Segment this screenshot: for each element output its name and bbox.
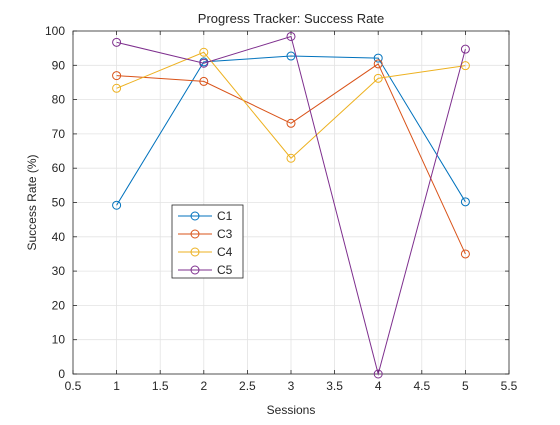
x-tick-label: 4.5 [413,379,430,393]
series-line [116,63,466,255]
data-point [286,153,296,163]
data-point [286,31,296,41]
legend-box [171,204,244,279]
x-tick-label: 2.5 [239,379,256,393]
legend-item-c4: C4 [178,245,233,259]
data-point [199,47,209,57]
y-tick-label: 80 [52,93,66,107]
series-c3 [112,59,470,259]
y-axis-ticks: 0 10 20 30 40 50 60 70 80 90 100 [45,24,509,381]
x-tick-label: 0.5 [65,379,82,393]
data-point [112,83,122,93]
data-point [112,71,122,81]
series-line [116,51,466,159]
legend-item-c1: C1 [178,209,233,223]
data-point [112,37,122,47]
data-point [460,197,470,207]
legend-label: C1 [217,209,233,223]
y-tick-label: 40 [52,230,66,244]
y-tick-label: 10 [52,333,66,347]
data-point [286,118,296,128]
x-axis-ticks: 0.5 1 1.5 2 2.5 3 3.5 4 4.5 5 5.5 [65,31,518,393]
legend-label: C5 [217,263,233,277]
legend: C1 C3 C4 C5 [171,204,244,279]
legend-label: C4 [217,245,233,259]
legend-marker [190,247,200,257]
legend-item-c5: C5 [178,263,233,277]
y-tick-label: 60 [52,161,66,175]
series-c4 [112,47,470,163]
y-tick-label: 50 [52,196,66,210]
x-tick-label: 1.5 [152,379,169,393]
series-c5 [112,31,470,379]
series-line [116,35,466,376]
series-line [116,55,466,206]
x-tick-label: 5.5 [501,379,518,393]
y-axis-title: Success Rate (%) [25,154,39,250]
x-tick-label: 5 [462,379,469,393]
grid [73,31,509,374]
data-point [373,59,383,69]
x-tick-label: 2 [200,379,207,393]
y-tick-label: 30 [52,264,66,278]
legend-marker [190,265,200,275]
y-tick-label: 90 [52,58,66,72]
y-tick-label: 0 [58,367,65,381]
data-point [112,200,122,210]
x-tick-label: 3.5 [326,379,343,393]
x-tick-label: 4 [375,379,382,393]
data-point [373,53,383,63]
chart-title: Progress Tracker: Success Rate [198,11,384,26]
data-point [286,51,296,61]
data-point [460,44,470,54]
data-point [460,249,470,259]
legend-marker [190,211,200,221]
data-point [199,58,209,68]
legend-marker [190,229,200,239]
data-point [373,369,383,379]
x-tick-label: 1 [113,379,120,393]
x-tick-label: 3 [288,379,295,393]
y-tick-label: 100 [45,24,65,38]
legend-item-c3: C3 [178,227,233,241]
series [112,31,470,379]
x-axis-title: Sessions [267,403,316,417]
legend-label: C3 [217,227,233,241]
data-point [199,76,209,86]
y-tick-label: 20 [52,298,66,312]
y-tick-label: 70 [52,127,66,141]
data-point [373,73,383,83]
